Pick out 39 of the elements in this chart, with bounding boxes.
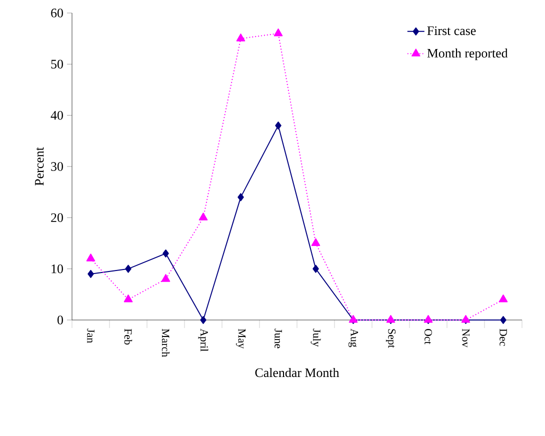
x-tick-label: June — [274, 328, 282, 348]
x-tick-label: April — [198, 328, 208, 352]
legend-label: First case — [427, 26, 476, 36]
point — [500, 316, 506, 324]
y-tick-label: 10 — [52, 264, 63, 274]
y-tick-label: 0 — [58, 316, 63, 324]
y-axis-title: Percent — [35, 147, 44, 186]
point — [275, 122, 282, 130]
x-tick-label: Dec — [500, 328, 507, 346]
point — [312, 264, 319, 273]
point — [162, 249, 169, 258]
point — [124, 294, 133, 302]
point — [125, 264, 132, 273]
x-axis-title: Calendar Month — [255, 368, 340, 378]
y-tick-label: 20 — [51, 213, 63, 222]
point — [274, 28, 283, 36]
x-tick-label: Jan — [87, 328, 94, 343]
x-tick-label: July — [310, 328, 321, 347]
x-tick-label: Nov — [462, 328, 470, 348]
point — [236, 34, 246, 42]
x-tick-label: Aug — [348, 328, 358, 348]
x-tick-label: Oct — [424, 328, 432, 344]
point — [311, 238, 320, 246]
point — [88, 270, 94, 278]
y-tick-label: 50 — [51, 60, 63, 69]
point — [498, 294, 508, 302]
x-tick-label: May — [236, 328, 246, 349]
y-tick-label: 40 — [50, 110, 63, 120]
legend-label: Month reported — [427, 48, 508, 60]
point — [161, 274, 170, 282]
x-tick-label: Feb — [124, 328, 132, 345]
x-tick-label: March — [162, 328, 170, 357]
point — [198, 212, 208, 220]
point — [200, 316, 206, 324]
y-tick-label: 60 — [51, 8, 63, 18]
y-tick-label: 30 — [51, 162, 63, 171]
point — [238, 193, 244, 202]
point — [86, 254, 96, 262]
x-tick-label: Sept — [386, 329, 396, 348]
